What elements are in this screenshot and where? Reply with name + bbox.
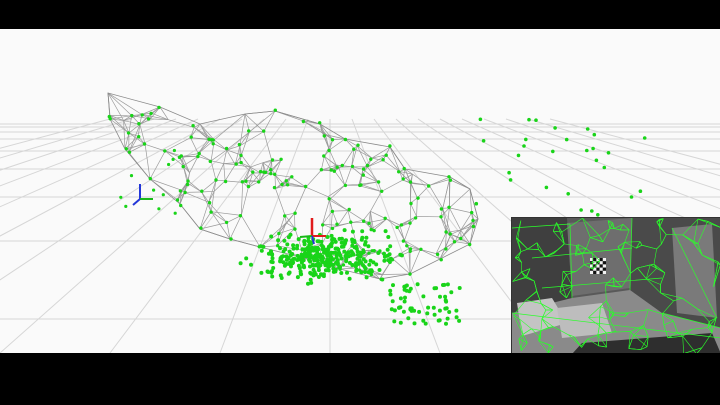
camera-feed-inset xyxy=(511,217,720,353)
triangulated-map-mesh xyxy=(107,92,479,280)
world-origin-axes-icon xyxy=(132,184,153,206)
tracked-features-overlay xyxy=(512,218,720,353)
letterbox-top xyxy=(0,0,720,29)
3d-viewport[interactable] xyxy=(0,29,720,353)
letterbox-bottom xyxy=(0,353,720,405)
point-cloud-scene xyxy=(0,92,720,353)
map-points xyxy=(107,105,647,326)
camera-pose-axes-icon xyxy=(299,218,326,245)
camera-frame xyxy=(512,218,720,353)
